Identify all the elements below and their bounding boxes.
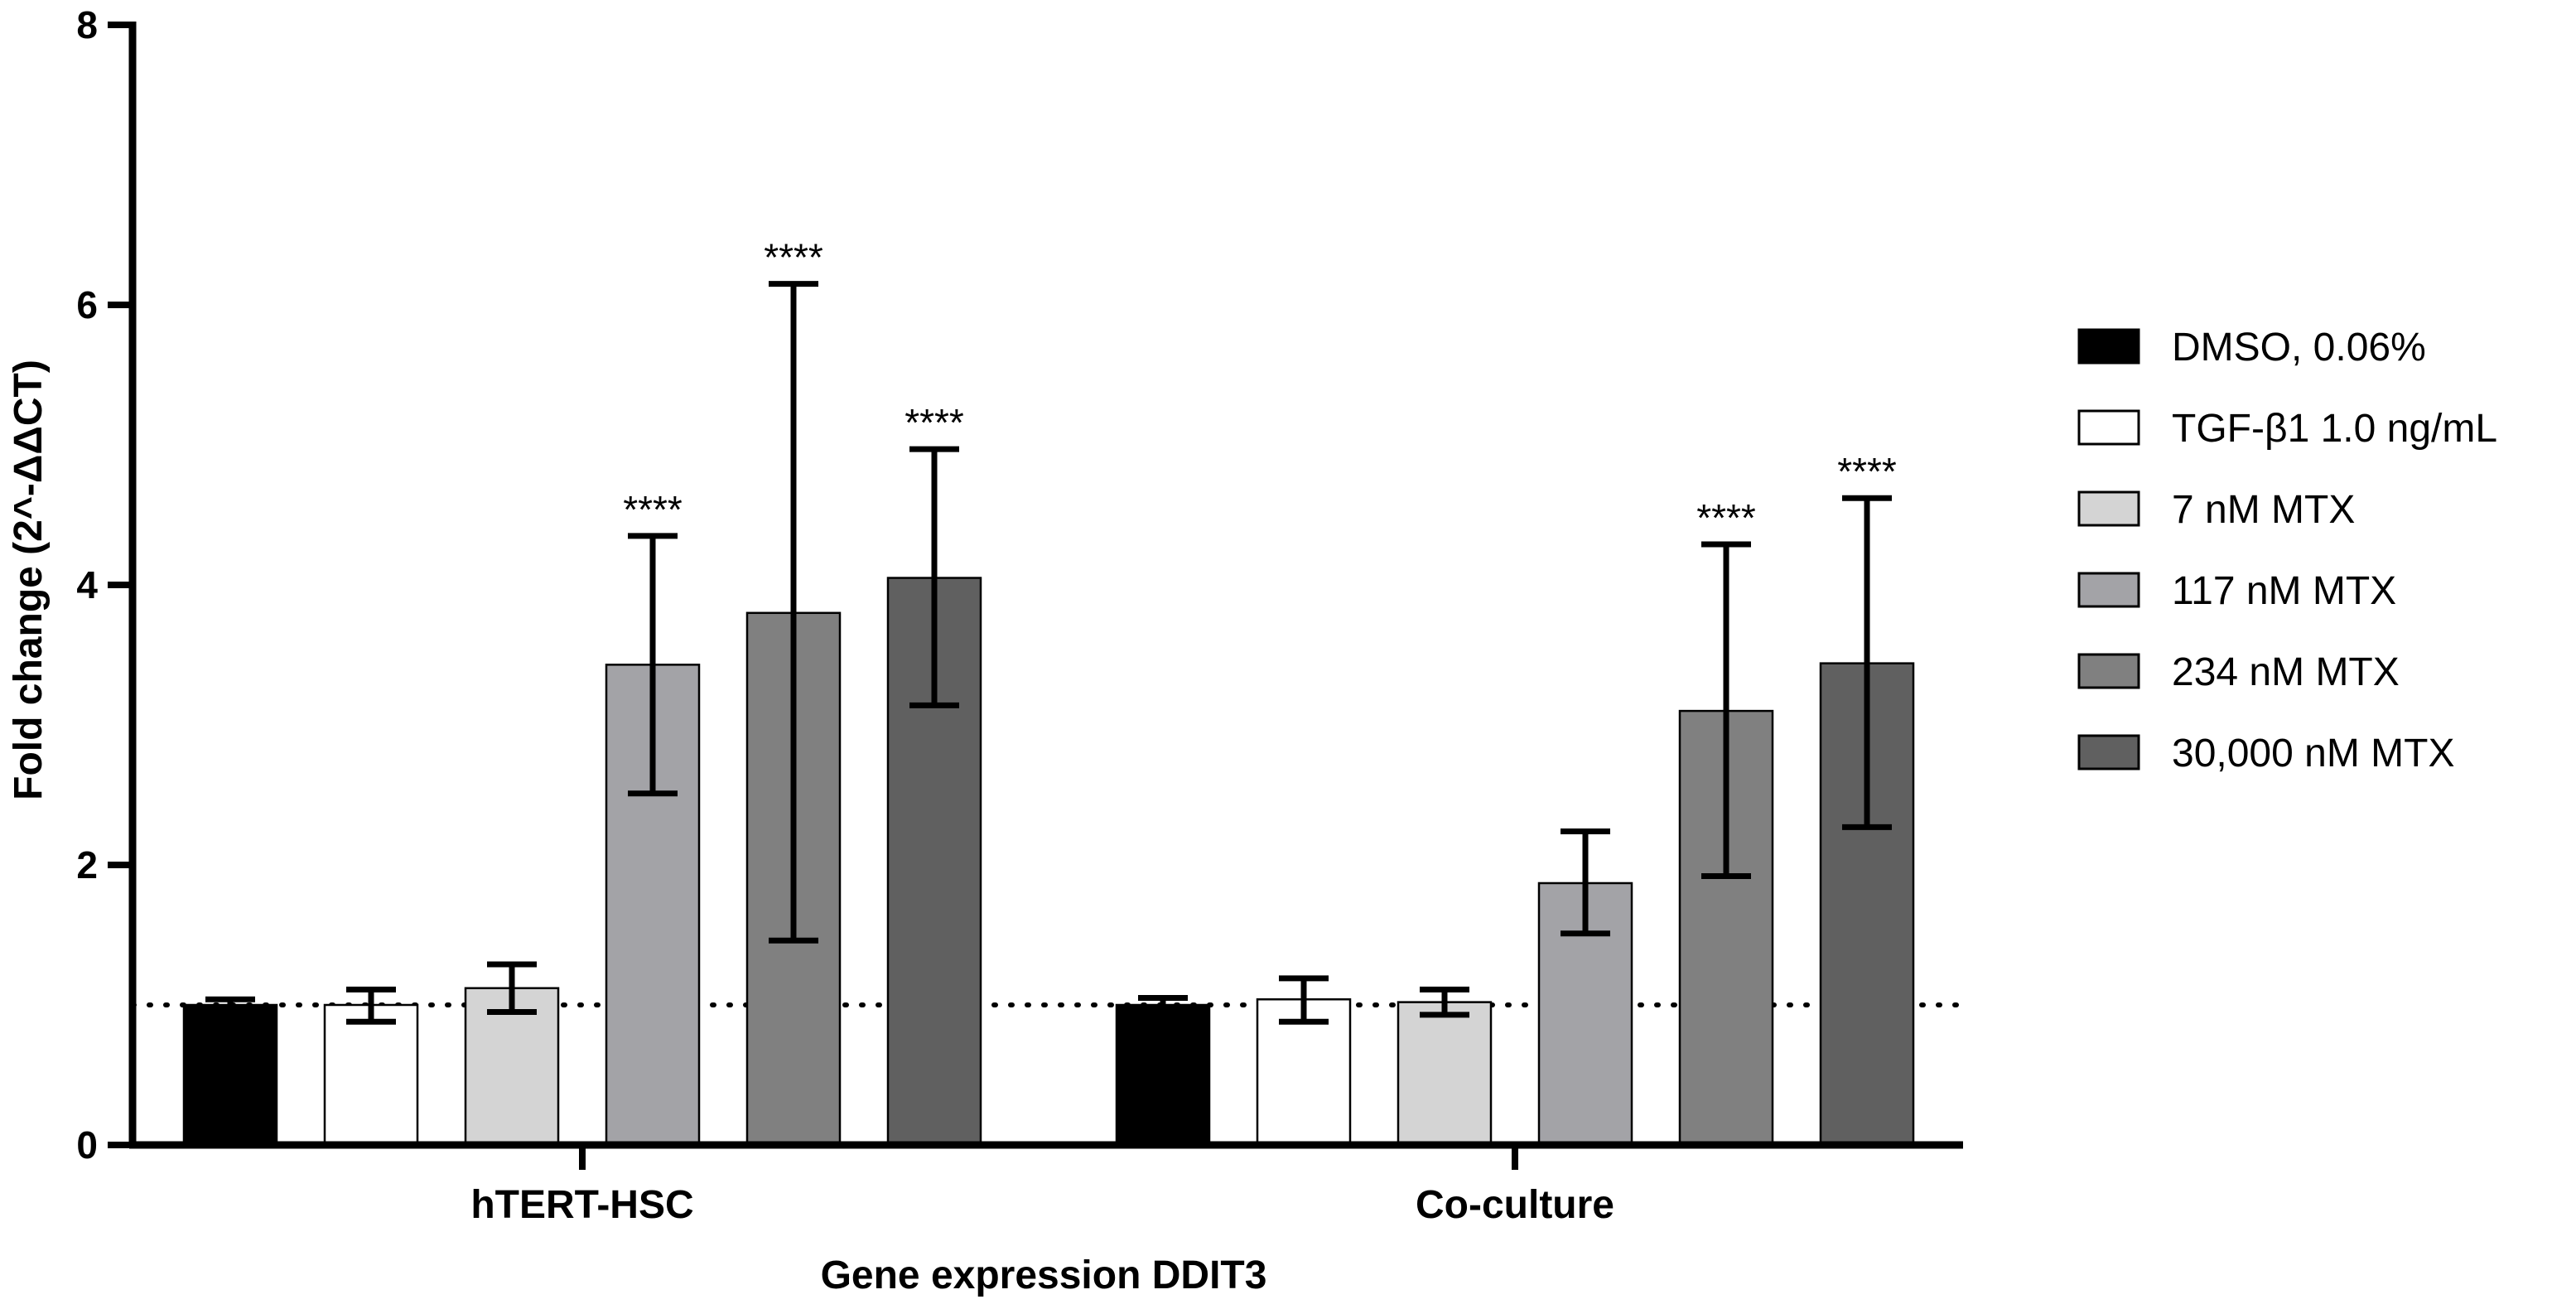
- significance-label: ****: [764, 236, 823, 279]
- error-bar-6-2: [1842, 495, 1892, 830]
- legend-swatch: [2077, 490, 2140, 527]
- significance-label: ****: [623, 488, 683, 531]
- legend-label: 7 nM MTX: [2172, 488, 2355, 532]
- y-tick-label: 2: [76, 843, 98, 886]
- significance-label: ****: [1837, 450, 1897, 493]
- legend-swatch: [2077, 328, 2140, 365]
- y-tick-label: 8: [76, 3, 98, 46]
- significance-label: ****: [1696, 496, 1756, 539]
- legend-swatch: [2077, 409, 2140, 446]
- y-tick-label: 4: [76, 563, 98, 606]
- error-bar-2-1: [346, 986, 396, 1025]
- y-tick-label: 0: [76, 1123, 98, 1167]
- legend-swatch: [2077, 572, 2140, 608]
- legend-label: TGF-β1 1.0 ng/mL: [2172, 407, 2497, 451]
- legend-swatch: [2077, 653, 2140, 689]
- legend-label: 30,000 nM MTX: [2172, 732, 2454, 775]
- x-tick-label: Co-culture: [1416, 1183, 1614, 1227]
- error-bar-3-2: [1420, 986, 1469, 1018]
- error-bar-1-2: [1138, 995, 1188, 1015]
- legend-swatch: [2077, 734, 2140, 770]
- bar-2-1: [323, 1003, 419, 1147]
- y-axis-title: Fold change (2^-ΔΔCT): [7, 360, 51, 800]
- error-bar-5-2: [1701, 541, 1751, 880]
- error-bar-4-1: [628, 533, 678, 797]
- error-bar-3-1: [487, 961, 537, 1015]
- legend-label: 117 nM MTX: [2172, 569, 2396, 613]
- error-bar-5-1: [769, 281, 818, 944]
- significance-label: ****: [904, 401, 964, 444]
- legend-item: 30,000 nM MTX: [2077, 732, 2454, 775]
- x-axis-title: Gene expression DDIT3: [821, 1253, 1267, 1297]
- error-bar-4-2: [1561, 828, 1610, 937]
- y-tick-label: 6: [76, 283, 98, 326]
- error-bar-6-1: [909, 446, 959, 708]
- legend-label: DMSO, 0.06%: [2172, 326, 2426, 370]
- legend-item: DMSO, 0.06%: [2077, 326, 2426, 370]
- legend-item: TGF-β1 1.0 ng/mL: [2077, 407, 2497, 451]
- bar-3-2: [1397, 1001, 1493, 1147]
- legend-label: 234 nM MTX: [2172, 650, 2400, 694]
- bar-1-1: [182, 1003, 278, 1147]
- legend-item: 7 nM MTX: [2077, 488, 2355, 532]
- error-bar-2-2: [1279, 975, 1329, 1025]
- bar-1-2: [1115, 1003, 1211, 1147]
- legend-item: 117 nM MTX: [2077, 569, 2396, 613]
- x-tick-label: hTERT-HSC: [470, 1183, 693, 1227]
- legend-item: 234 nM MTX: [2077, 650, 2400, 694]
- error-bar-1-1: [205, 996, 255, 1014]
